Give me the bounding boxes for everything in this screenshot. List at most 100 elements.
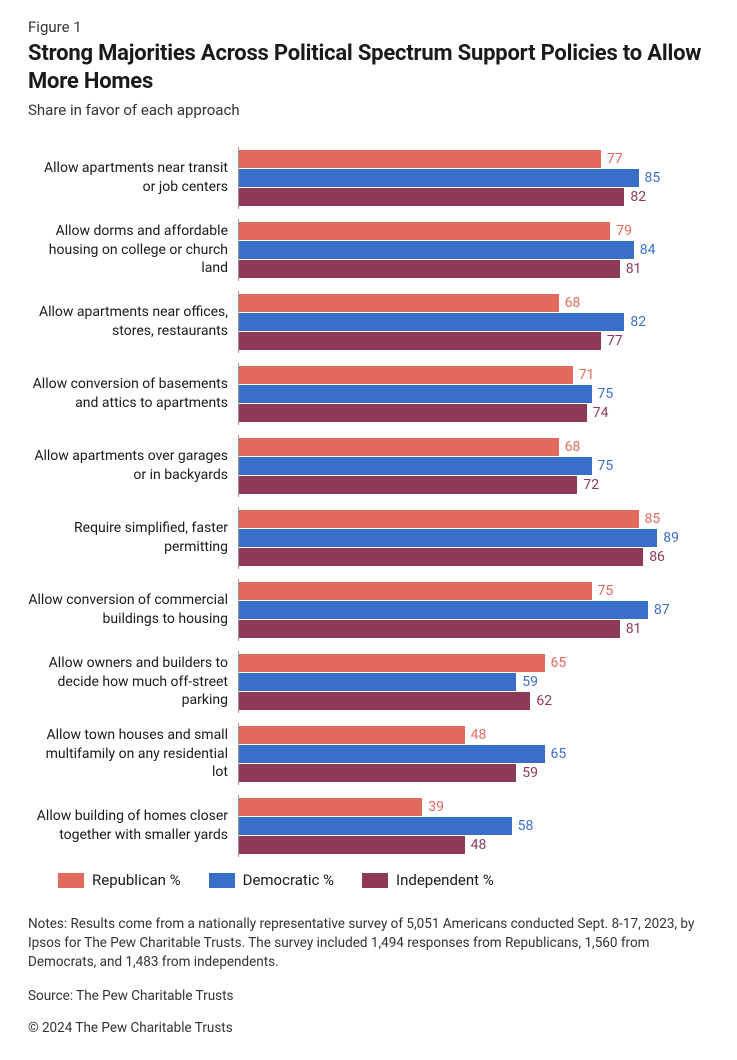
- row-label: Allow apartments near offices, stores, r…: [28, 303, 238, 341]
- bar-value: 82: [630, 189, 646, 205]
- legend-item-dem: Democratic %: [209, 871, 334, 889]
- bar-value: 85: [645, 170, 661, 186]
- bar-rep: 85: [239, 510, 709, 528]
- bar-rep: 68: [239, 294, 709, 312]
- bar-rep: 39: [239, 798, 709, 816]
- bar-fill: [239, 654, 545, 672]
- bar-value: 65: [551, 655, 567, 671]
- bar-dem: 87: [239, 601, 709, 619]
- row-label: Allow owners and builders to decide how …: [28, 654, 238, 711]
- bar-dem: 58: [239, 817, 709, 835]
- bar-value: 75: [598, 583, 614, 599]
- bar-fill: [239, 313, 624, 331]
- bar-fill: [239, 529, 657, 547]
- bar-fill: [239, 385, 592, 403]
- bar-fill: [239, 548, 643, 566]
- bar-fill: [239, 404, 587, 422]
- bar-ind: 74: [239, 404, 709, 422]
- legend-label: Democratic %: [243, 871, 334, 889]
- row-label: Require simplified, faster permitting: [28, 519, 238, 557]
- bar-value: 72: [583, 477, 599, 493]
- bar-fill: [239, 510, 639, 528]
- bar-group: 486559: [238, 723, 709, 785]
- row-label: Allow conversion of commercial buildings…: [28, 591, 238, 629]
- bar-fill: [239, 673, 516, 691]
- bar-dem: 59: [239, 673, 709, 691]
- chart-row: Allow apartments over garages or in back…: [28, 435, 709, 497]
- bar-dem: 85: [239, 169, 709, 187]
- row-label: Allow apartments near transit or job cen…: [28, 159, 238, 197]
- bar-ind: 72: [239, 476, 709, 494]
- bar-group: 39 58 48: [238, 795, 709, 857]
- bar-fill: [239, 836, 465, 854]
- bar-fill: [239, 150, 601, 168]
- bar-fill: [239, 764, 516, 782]
- row-label: Allow town houses and small multifamily …: [28, 726, 238, 783]
- bar-fill: [239, 582, 592, 600]
- bar-ind: 77: [239, 332, 709, 350]
- bar-dem: 89: [239, 529, 709, 547]
- bar-value: 81: [626, 621, 642, 637]
- bar-value: 48: [471, 837, 487, 853]
- bar-rep: 48: [239, 726, 709, 744]
- bar-value: 75: [598, 458, 614, 474]
- bar-value: 86: [649, 549, 665, 565]
- bar-value: 77: [607, 333, 623, 349]
- row-label: Allow building of homes closer together …: [28, 807, 238, 845]
- bar-group: 75 87 81: [238, 579, 709, 641]
- chart-row: Require simplified, faster permitting 85 8…: [28, 507, 709, 569]
- bar-fill: [239, 692, 530, 710]
- bar-fill: [239, 169, 639, 187]
- legend-label: Independent %: [396, 871, 494, 889]
- bar-value: 87: [654, 602, 670, 618]
- bar-ind: 81: [239, 260, 709, 278]
- row-label: Allow apartments over garages or in back…: [28, 447, 238, 485]
- bar-ind: 82: [239, 188, 709, 206]
- bar-fill: [239, 188, 624, 206]
- row-label: Allow conversion of basements and attics…: [28, 375, 238, 413]
- bar-fill: [239, 601, 648, 619]
- bar-value: 85: [645, 511, 661, 527]
- chart-row: Allow conversion of basements and attics…: [28, 363, 709, 425]
- bar-value: 75: [598, 386, 614, 402]
- bar-value: 62: [536, 693, 552, 709]
- bar-ind: 81: [239, 620, 709, 638]
- chart-row: Allow conversion of commercial buildings…: [28, 579, 709, 641]
- bar-dem: 65: [239, 745, 709, 763]
- bar-group: 687572: [238, 435, 709, 497]
- chart-row: Allow dorms and affordable housing on co…: [28, 219, 709, 281]
- bar-group: 79 84 81: [238, 219, 709, 281]
- notes-text: Notes: Results come from a nationally re…: [28, 915, 709, 972]
- bar-dem: 75: [239, 385, 709, 403]
- chart-row: Allow building of homes closer together …: [28, 795, 709, 857]
- bar-ind: 86: [239, 548, 709, 566]
- bar-fill: [239, 745, 545, 763]
- bar-rep: 65: [239, 654, 709, 672]
- bar-value: 84: [640, 242, 656, 258]
- bar-fill: [239, 620, 620, 638]
- bar-fill: [239, 438, 559, 456]
- bar-group: 65 59 62: [238, 651, 709, 713]
- bar-group: 71 75 74: [238, 363, 709, 425]
- bar-value: 77: [607, 151, 623, 167]
- bar-fill: [239, 817, 512, 835]
- bar-rep: 79: [239, 222, 709, 240]
- legend: Republican %Democratic %Independent %: [58, 871, 709, 889]
- bar-value: 79: [616, 223, 632, 239]
- legend-swatch: [58, 873, 84, 888]
- bar-rep: 77: [239, 150, 709, 168]
- copyright-text: © 2024 The Pew Charitable Trusts: [28, 1020, 709, 1036]
- bar-rep: 71: [239, 366, 709, 384]
- bar-value: 58: [518, 818, 534, 834]
- bar-value: 39: [428, 799, 444, 815]
- bar-value: 48: [471, 727, 487, 743]
- bar-dem: 75: [239, 457, 709, 475]
- bar-fill: [239, 241, 634, 259]
- bar-fill: [239, 457, 592, 475]
- figure-label: Figure 1: [28, 18, 709, 36]
- bar-group: 688277: [238, 291, 709, 353]
- chart-title: Strong Majorities Across Political Spect…: [28, 40, 709, 95]
- bar-fill: [239, 222, 610, 240]
- bar-group: 77 85 82: [238, 147, 709, 209]
- bar-fill: [239, 294, 559, 312]
